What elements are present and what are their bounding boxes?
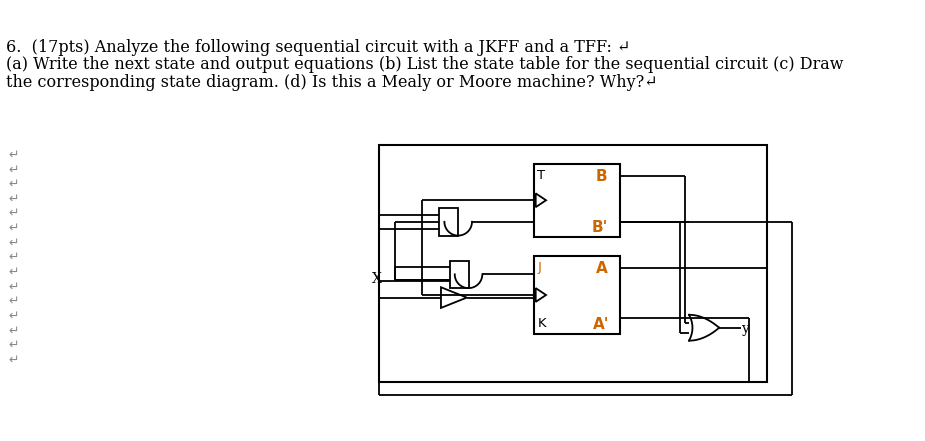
Text: y: y [743,321,750,336]
Text: A: A [596,262,608,277]
Bar [379,145,767,382]
Text: ↵: ↵ [8,163,19,176]
Text: J: J [537,262,541,274]
Text: ↵: ↵ [8,222,19,235]
Text: T: T [537,169,546,182]
Text: ↵: ↵ [8,236,19,250]
Text: ↵: ↵ [8,149,19,161]
Text: ↵: ↵ [8,310,19,323]
Text: (a) Write the next state and output equations (b) List the state table for the s: (a) Write the next state and output equa… [6,56,844,74]
Text: B': B' [592,220,608,235]
Text: ↵: ↵ [8,280,19,293]
Text: ↵: ↵ [8,178,19,191]
Text: K: K [537,317,546,329]
Bar [534,256,620,334]
Bar [450,261,469,288]
Text: A': A' [593,317,609,332]
Text: ↵: ↵ [8,339,19,352]
Text: ↵: ↵ [8,324,19,337]
Text: the corresponding state diagram. (d) Is this a Mealy or Moore machine? Why?↵: the corresponding state diagram. (d) Is … [6,74,658,91]
Text: X: X [372,273,381,287]
Text: ↵: ↵ [8,193,19,206]
Text: B: B [596,169,608,184]
Text: ↵: ↵ [8,295,19,308]
Text: ↵: ↵ [8,354,19,366]
Text: ↵: ↵ [8,266,19,279]
Text: ↵: ↵ [8,251,19,264]
Text: 6.  (17pts) Analyze the following sequential circuit with a JKFF and a TFF: ↵: 6. (17pts) Analyze the following sequent… [6,39,631,56]
Bar [534,164,620,237]
Bar [439,208,458,235]
Text: ↵: ↵ [8,207,19,220]
